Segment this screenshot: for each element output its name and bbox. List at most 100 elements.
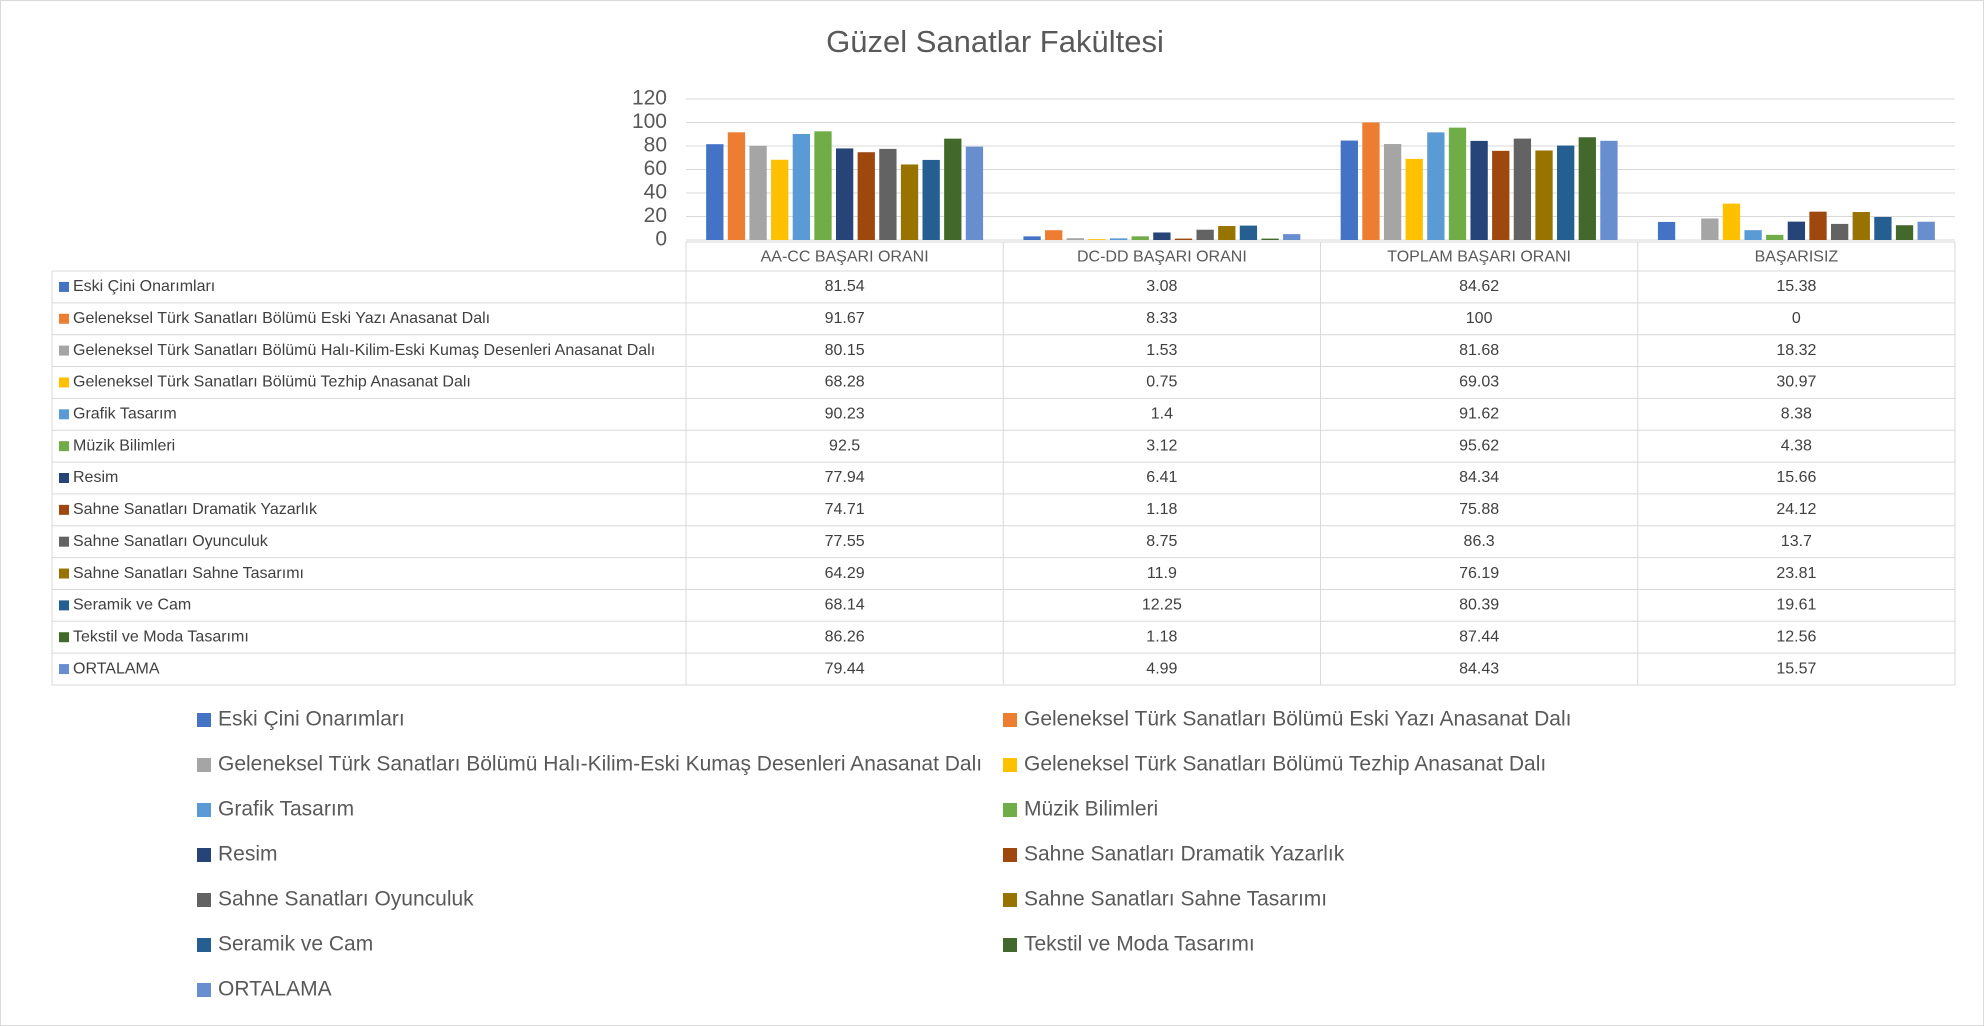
bar xyxy=(1600,140,1618,240)
legend-key xyxy=(1003,803,1017,817)
legend-key xyxy=(1003,893,1017,907)
y-tick-label: 100 xyxy=(632,110,667,133)
table-row-label: Geleneksel Türk Sanatları Bölümü Halı-Ki… xyxy=(73,342,655,359)
table-value: 87.44 xyxy=(1459,628,1499,645)
bar xyxy=(1787,221,1806,240)
bar xyxy=(1874,216,1892,240)
table-value: 76.19 xyxy=(1459,565,1499,582)
table-value: 0.75 xyxy=(1146,374,1177,391)
table-value: 3.08 xyxy=(1146,278,1177,295)
table-legend-key xyxy=(59,664,69,675)
table-legend-key xyxy=(59,536,69,547)
bar xyxy=(1852,212,1870,240)
bar xyxy=(835,148,854,240)
bar xyxy=(1766,234,1784,240)
legend-key xyxy=(1003,848,1017,862)
bar xyxy=(922,159,940,240)
y-tick-label: 20 xyxy=(644,204,667,227)
table-legend-key xyxy=(59,568,69,579)
legend-label: Resim xyxy=(218,843,278,866)
table-value: 8.38 xyxy=(1781,406,1812,423)
table-value: 84.34 xyxy=(1459,469,1499,486)
legend-label: Eski Çini Onarımları xyxy=(218,708,405,731)
legend-label: ORTALAMA xyxy=(218,978,332,1001)
table-value: 18.32 xyxy=(1776,342,1816,359)
legend-key xyxy=(197,893,211,907)
table-value: 86.3 xyxy=(1464,533,1495,550)
table-value: 12.25 xyxy=(1142,597,1182,614)
table-row-label: Geleneksel Türk Sanatları Bölümü Eski Ya… xyxy=(73,310,490,327)
table-value: 100 xyxy=(1466,310,1493,327)
legend-label: Sahne Sanatları Dramatik Yazarlık xyxy=(1024,843,1345,866)
bar xyxy=(1218,226,1236,240)
table-legend-key xyxy=(59,473,69,483)
bar xyxy=(1283,234,1301,240)
legend-key xyxy=(1003,713,1017,727)
table-value: 80.15 xyxy=(825,342,865,359)
table-legend-key xyxy=(59,409,69,420)
y-tick-label: 40 xyxy=(644,181,667,204)
x-tick-label: DC-DD BAŞARI ORANI xyxy=(1077,249,1247,266)
table-value: 79.44 xyxy=(825,660,865,677)
table-row-label: Sahne Sanatları Oyunculuk xyxy=(73,533,269,550)
legend-label: Seramik ve Cam xyxy=(218,933,373,956)
y-tick-label: 80 xyxy=(644,134,667,157)
bar xyxy=(1023,236,1041,240)
table-value: 1.53 xyxy=(1146,342,1177,359)
table-legend-key xyxy=(59,632,69,643)
bar xyxy=(706,144,724,240)
table-value: 3.12 xyxy=(1146,437,1177,454)
table-legend-key xyxy=(59,377,69,388)
table-row-label: Eski Çini Onarımları xyxy=(73,278,215,295)
chart-title: Güzel Sanatlar Fakültesi xyxy=(826,24,1164,59)
legend-label: Sahne Sanatları Sahne Tasarımı xyxy=(1024,888,1327,911)
bar xyxy=(900,164,919,240)
bar xyxy=(1153,232,1171,240)
y-tick-label: 0 xyxy=(655,228,667,251)
table-legend-key xyxy=(59,313,69,324)
bar xyxy=(944,138,962,240)
legend-label: Grafik Tasarım xyxy=(218,798,354,821)
bar xyxy=(1722,203,1741,240)
table-row-label: Sahne Sanatları Sahne Tasarımı xyxy=(73,565,304,582)
table-legend-key xyxy=(59,281,69,292)
table-value: 91.62 xyxy=(1459,406,1499,423)
table-value: 1.4 xyxy=(1151,406,1173,423)
bar xyxy=(727,132,746,240)
table-value: 15.66 xyxy=(1776,469,1816,486)
table-value: 30.97 xyxy=(1776,374,1816,391)
legend-key xyxy=(197,848,211,862)
bar xyxy=(1383,144,1402,240)
table-value: 4.99 xyxy=(1146,660,1177,677)
bar xyxy=(1109,238,1128,240)
table-value: 13.7 xyxy=(1781,533,1812,550)
bar xyxy=(1362,122,1380,240)
table-value: 77.55 xyxy=(825,533,865,550)
bar xyxy=(1405,158,1423,240)
table-value: 84.43 xyxy=(1459,660,1499,677)
bar xyxy=(1066,238,1084,240)
table-row-label: Sahne Sanatları Dramatik Yazarlık xyxy=(73,501,318,518)
table-value: 4.38 xyxy=(1781,437,1812,454)
bar xyxy=(1470,140,1488,240)
bar xyxy=(771,159,789,240)
table-value: 95.62 xyxy=(1459,437,1499,454)
bar xyxy=(1701,218,1719,240)
table-row-label: Geleneksel Türk Sanatları Bölümü Tezhip … xyxy=(73,374,471,391)
table-row-label: Tekstil ve Moda Tasarımı xyxy=(73,628,249,645)
y-tick-label: 120 xyxy=(632,87,667,110)
table-value: 68.14 xyxy=(825,597,865,614)
bar xyxy=(1239,225,1258,240)
legend-label: Geleneksel Türk Sanatları Bölümü Tezhip … xyxy=(1024,753,1546,776)
table-value: 23.81 xyxy=(1776,565,1816,582)
bar xyxy=(814,131,832,240)
legend-key xyxy=(197,758,211,772)
bar xyxy=(879,148,897,240)
bar xyxy=(1657,221,1676,240)
x-tick-label: BAŞARISIZ xyxy=(1755,249,1839,266)
table-value: 12.56 xyxy=(1776,628,1816,645)
bar xyxy=(1830,223,1849,240)
table-legend-key xyxy=(59,345,69,356)
